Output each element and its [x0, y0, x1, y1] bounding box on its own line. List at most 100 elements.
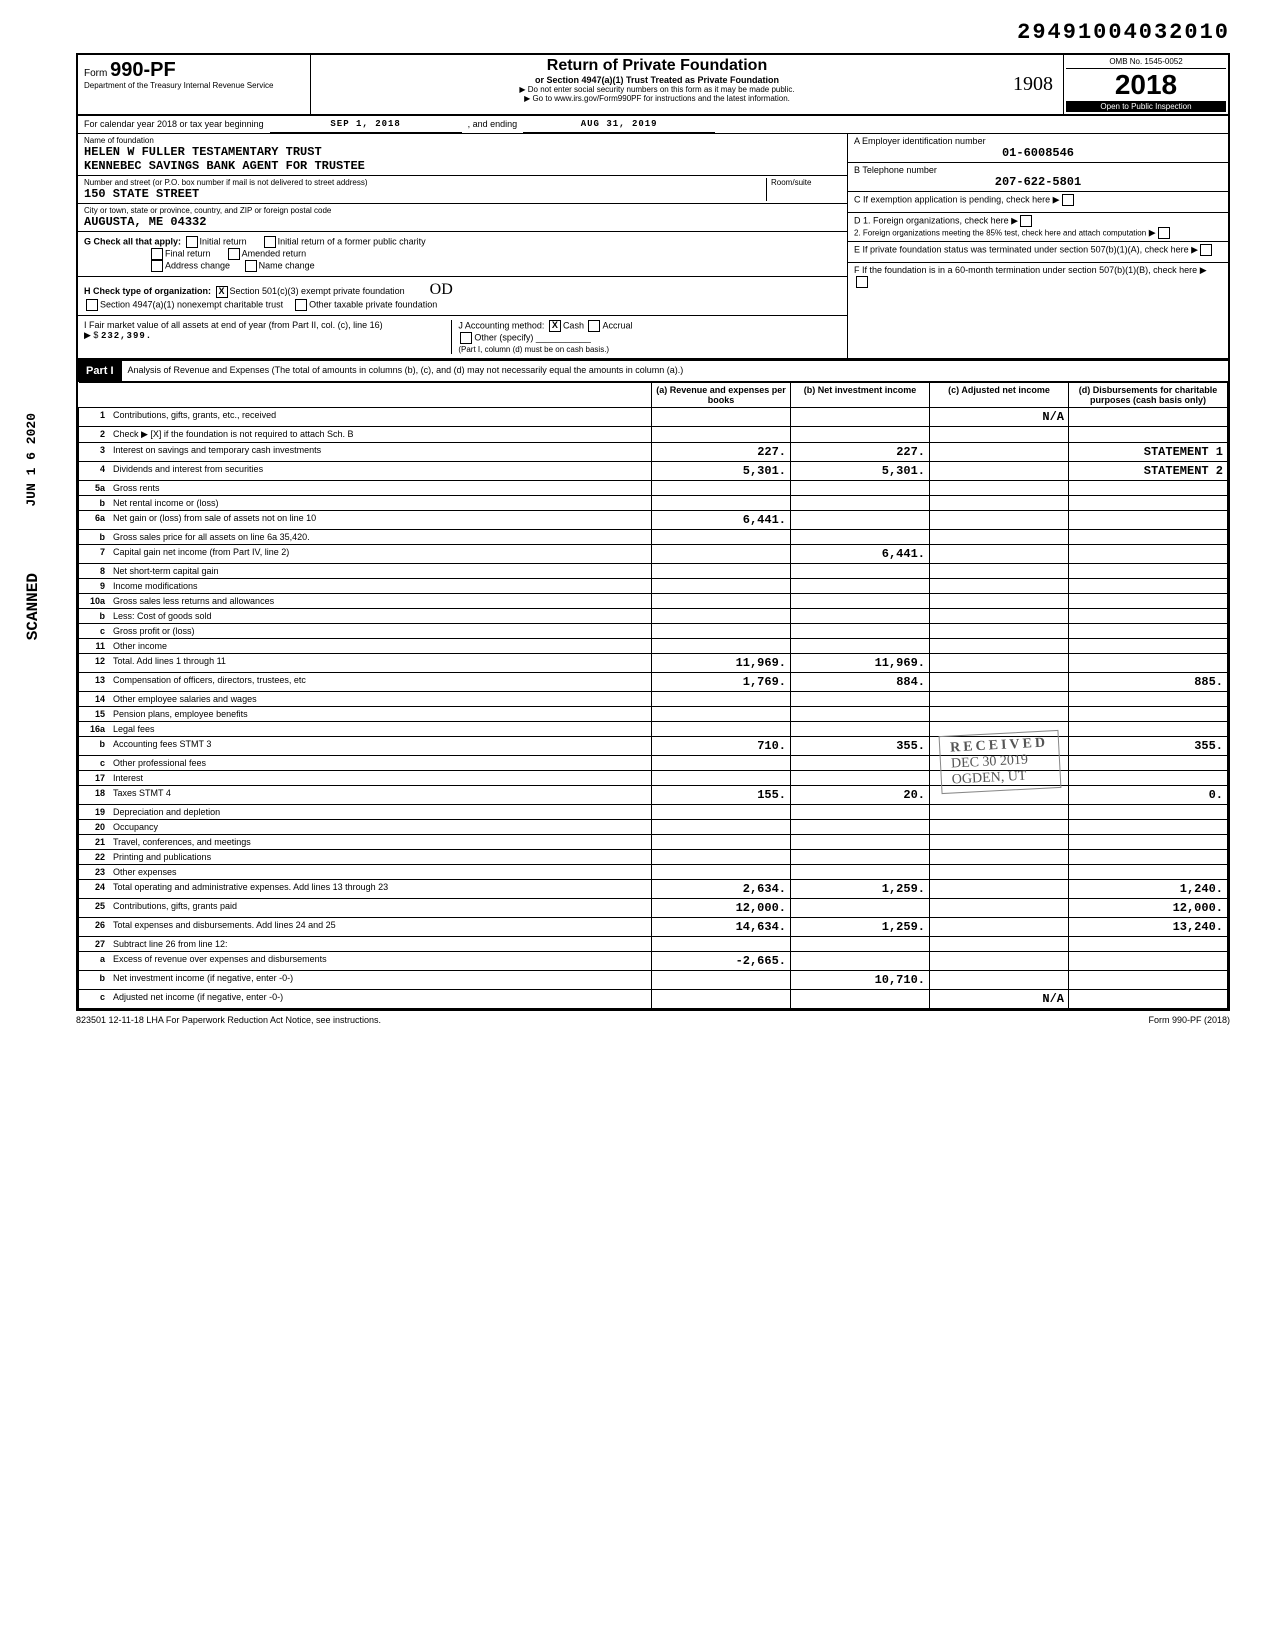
line-number: 14 [79, 692, 110, 707]
col-c [930, 707, 1069, 722]
checkbox[interactable] [1200, 244, 1212, 256]
form-label: Form [84, 68, 107, 79]
fmv-label: I Fair market value of all assets at end… [84, 320, 383, 330]
open-inspection: Open to Public Inspection [1066, 101, 1226, 112]
checkbox-other[interactable] [460, 332, 472, 344]
line-desc: Accounting fees STMT 3 [109, 737, 652, 756]
col-c [930, 609, 1069, 624]
checkbox-accrual[interactable] [588, 320, 600, 332]
table-row: 21Travel, conferences, and meetings [79, 835, 1228, 850]
col-b [791, 564, 930, 579]
line-number: 12 [79, 654, 110, 673]
col-a: 5,301. [652, 462, 791, 481]
ein: 01-6008546 [854, 146, 1222, 160]
line-number: 22 [79, 850, 110, 865]
col-c [930, 427, 1069, 443]
col-a [652, 545, 791, 564]
checkbox[interactable] [151, 248, 163, 260]
col-a [652, 579, 791, 594]
checkbox[interactable] [186, 236, 198, 248]
checkbox[interactable] [86, 299, 98, 311]
col-c [930, 462, 1069, 481]
col-c [930, 850, 1069, 865]
line-number: a [79, 952, 110, 971]
checkbox[interactable] [264, 236, 276, 248]
col-d: STATEMENT 2 [1069, 462, 1228, 481]
col-c [930, 771, 1069, 786]
line-number: c [79, 990, 110, 1009]
col-b [791, 771, 930, 786]
col-c [930, 722, 1069, 737]
checkbox[interactable] [1062, 194, 1074, 206]
checkbox[interactable] [295, 299, 307, 311]
col-c-header: (c) Adjusted net income [930, 383, 1069, 408]
line-number: 8 [79, 564, 110, 579]
part-1-label: Part I [78, 361, 122, 381]
line-desc: Taxes STMT 4 [109, 786, 652, 805]
line-number: b [79, 737, 110, 756]
col-a [652, 990, 791, 1009]
foundation-name-2: KENNEBEC SAVINGS BANK AGENT FOR TRUSTEE [84, 159, 841, 173]
col-d: 355. [1069, 737, 1228, 756]
table-row: cGross profit or (loss) [79, 624, 1228, 639]
col-c [930, 880, 1069, 899]
col-d [1069, 654, 1228, 673]
form-number: 990-PF [110, 59, 176, 81]
col-d [1069, 756, 1228, 771]
box-c: C If exemption application is pending, c… [848, 192, 1228, 213]
box-f: F If the foundation is in a 60-month ter… [848, 263, 1228, 290]
line-number: b [79, 530, 110, 545]
col-a [652, 865, 791, 880]
telephone: 207-622-5801 [854, 175, 1222, 189]
line-desc: Income modifications [109, 579, 652, 594]
checkbox[interactable] [856, 276, 868, 288]
dept-label: Department of the Treasury Internal Reve… [84, 82, 304, 91]
line-desc: Net rental income or (loss) [109, 496, 652, 511]
col-b [791, 937, 930, 952]
table-row: bNet investment income (if negative, ent… [79, 971, 1228, 990]
checkbox[interactable] [245, 260, 257, 272]
part-1-title: Analysis of Revenue and Expenses (The to… [122, 361, 1228, 381]
line-desc: Net gain or (loss) from sale of assets n… [109, 511, 652, 530]
col-d [1069, 496, 1228, 511]
table-row: aExcess of revenue over expenses and dis… [79, 952, 1228, 971]
col-d [1069, 609, 1228, 624]
table-row: 23Other expenses [79, 865, 1228, 880]
col-a [652, 639, 791, 654]
col-d [1069, 850, 1228, 865]
box-a: A Employer identification number 01-6008… [848, 134, 1228, 163]
col-b [791, 511, 930, 530]
checkbox[interactable] [151, 260, 163, 272]
box-b: B Telephone number 207-622-5801 [848, 163, 1228, 192]
footer-left: 823501 12-11-18 LHA For Paperwork Reduct… [76, 1015, 381, 1025]
line-desc: Adjusted net income (if negative, enter … [109, 990, 652, 1009]
checkbox-501c3[interactable]: X [216, 286, 228, 298]
col-d [1069, 624, 1228, 639]
col-a: 1,769. [652, 673, 791, 692]
col-a-header: (a) Revenue and expenses per books [652, 383, 791, 408]
col-d: 0. [1069, 786, 1228, 805]
date-stamp-1: JUN 1 6 2020 [24, 413, 39, 507]
col-a [652, 564, 791, 579]
checkbox[interactable] [1158, 227, 1170, 239]
checkbox-cash[interactable]: X [549, 320, 561, 332]
col-a [652, 609, 791, 624]
col-a: 2,634. [652, 880, 791, 899]
street-address: 150 STATE STREET [84, 187, 766, 201]
col-c [930, 971, 1069, 990]
table-row: 11Other income [79, 639, 1228, 654]
checkbox[interactable] [1020, 215, 1032, 227]
col-c [930, 481, 1069, 496]
col-b [791, 707, 930, 722]
col-a [652, 771, 791, 786]
col-b [791, 579, 930, 594]
tax-year-row: For calendar year 2018 or tax year begin… [78, 116, 1228, 134]
line-number: 2 [79, 427, 110, 443]
col-c [930, 624, 1069, 639]
footer-right: Form 990-PF (2018) [1148, 1015, 1230, 1025]
col-b: 227. [791, 443, 930, 462]
col-c [930, 443, 1069, 462]
header-right: OMB No. 1545-0052 2018 Open to Public In… [1063, 55, 1228, 114]
col-c: N/A [930, 408, 1069, 427]
checkbox[interactable] [228, 248, 240, 260]
